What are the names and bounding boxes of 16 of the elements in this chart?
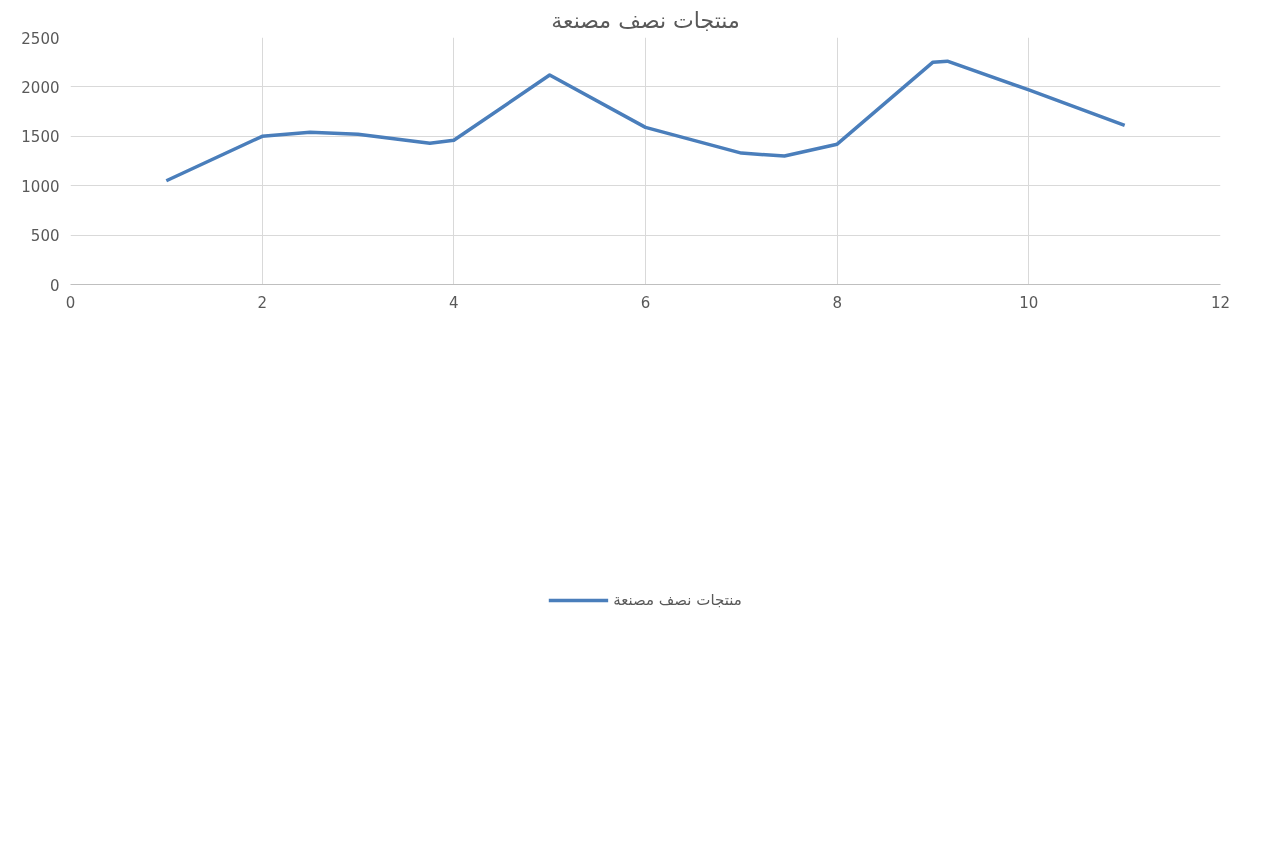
x-tick-label: 6 <box>640 293 651 312</box>
legend-label: منتجات نصف مصنعة <box>613 591 742 609</box>
y-tick-label: 500 <box>30 227 60 246</box>
x-tick-label: 2 <box>257 293 267 312</box>
x-tick-label: 8 <box>832 293 842 312</box>
x-tick-label: 0 <box>65 293 76 312</box>
y-tick-label: 1000 <box>21 177 60 196</box>
line-series <box>164 59 1127 183</box>
y-tick-label: 2000 <box>21 78 60 97</box>
x-tick-label: 10 <box>1019 293 1039 312</box>
x-tick-label: 4 <box>449 293 459 312</box>
x-tick-label: 12 <box>1210 293 1231 312</box>
chart-title: منتجات نصف مصنعة <box>551 7 740 33</box>
y-tick-label: 0 <box>49 276 60 295</box>
y-tick-label: 1500 <box>21 128 60 147</box>
y-tick-label: 2500 <box>21 29 60 48</box>
